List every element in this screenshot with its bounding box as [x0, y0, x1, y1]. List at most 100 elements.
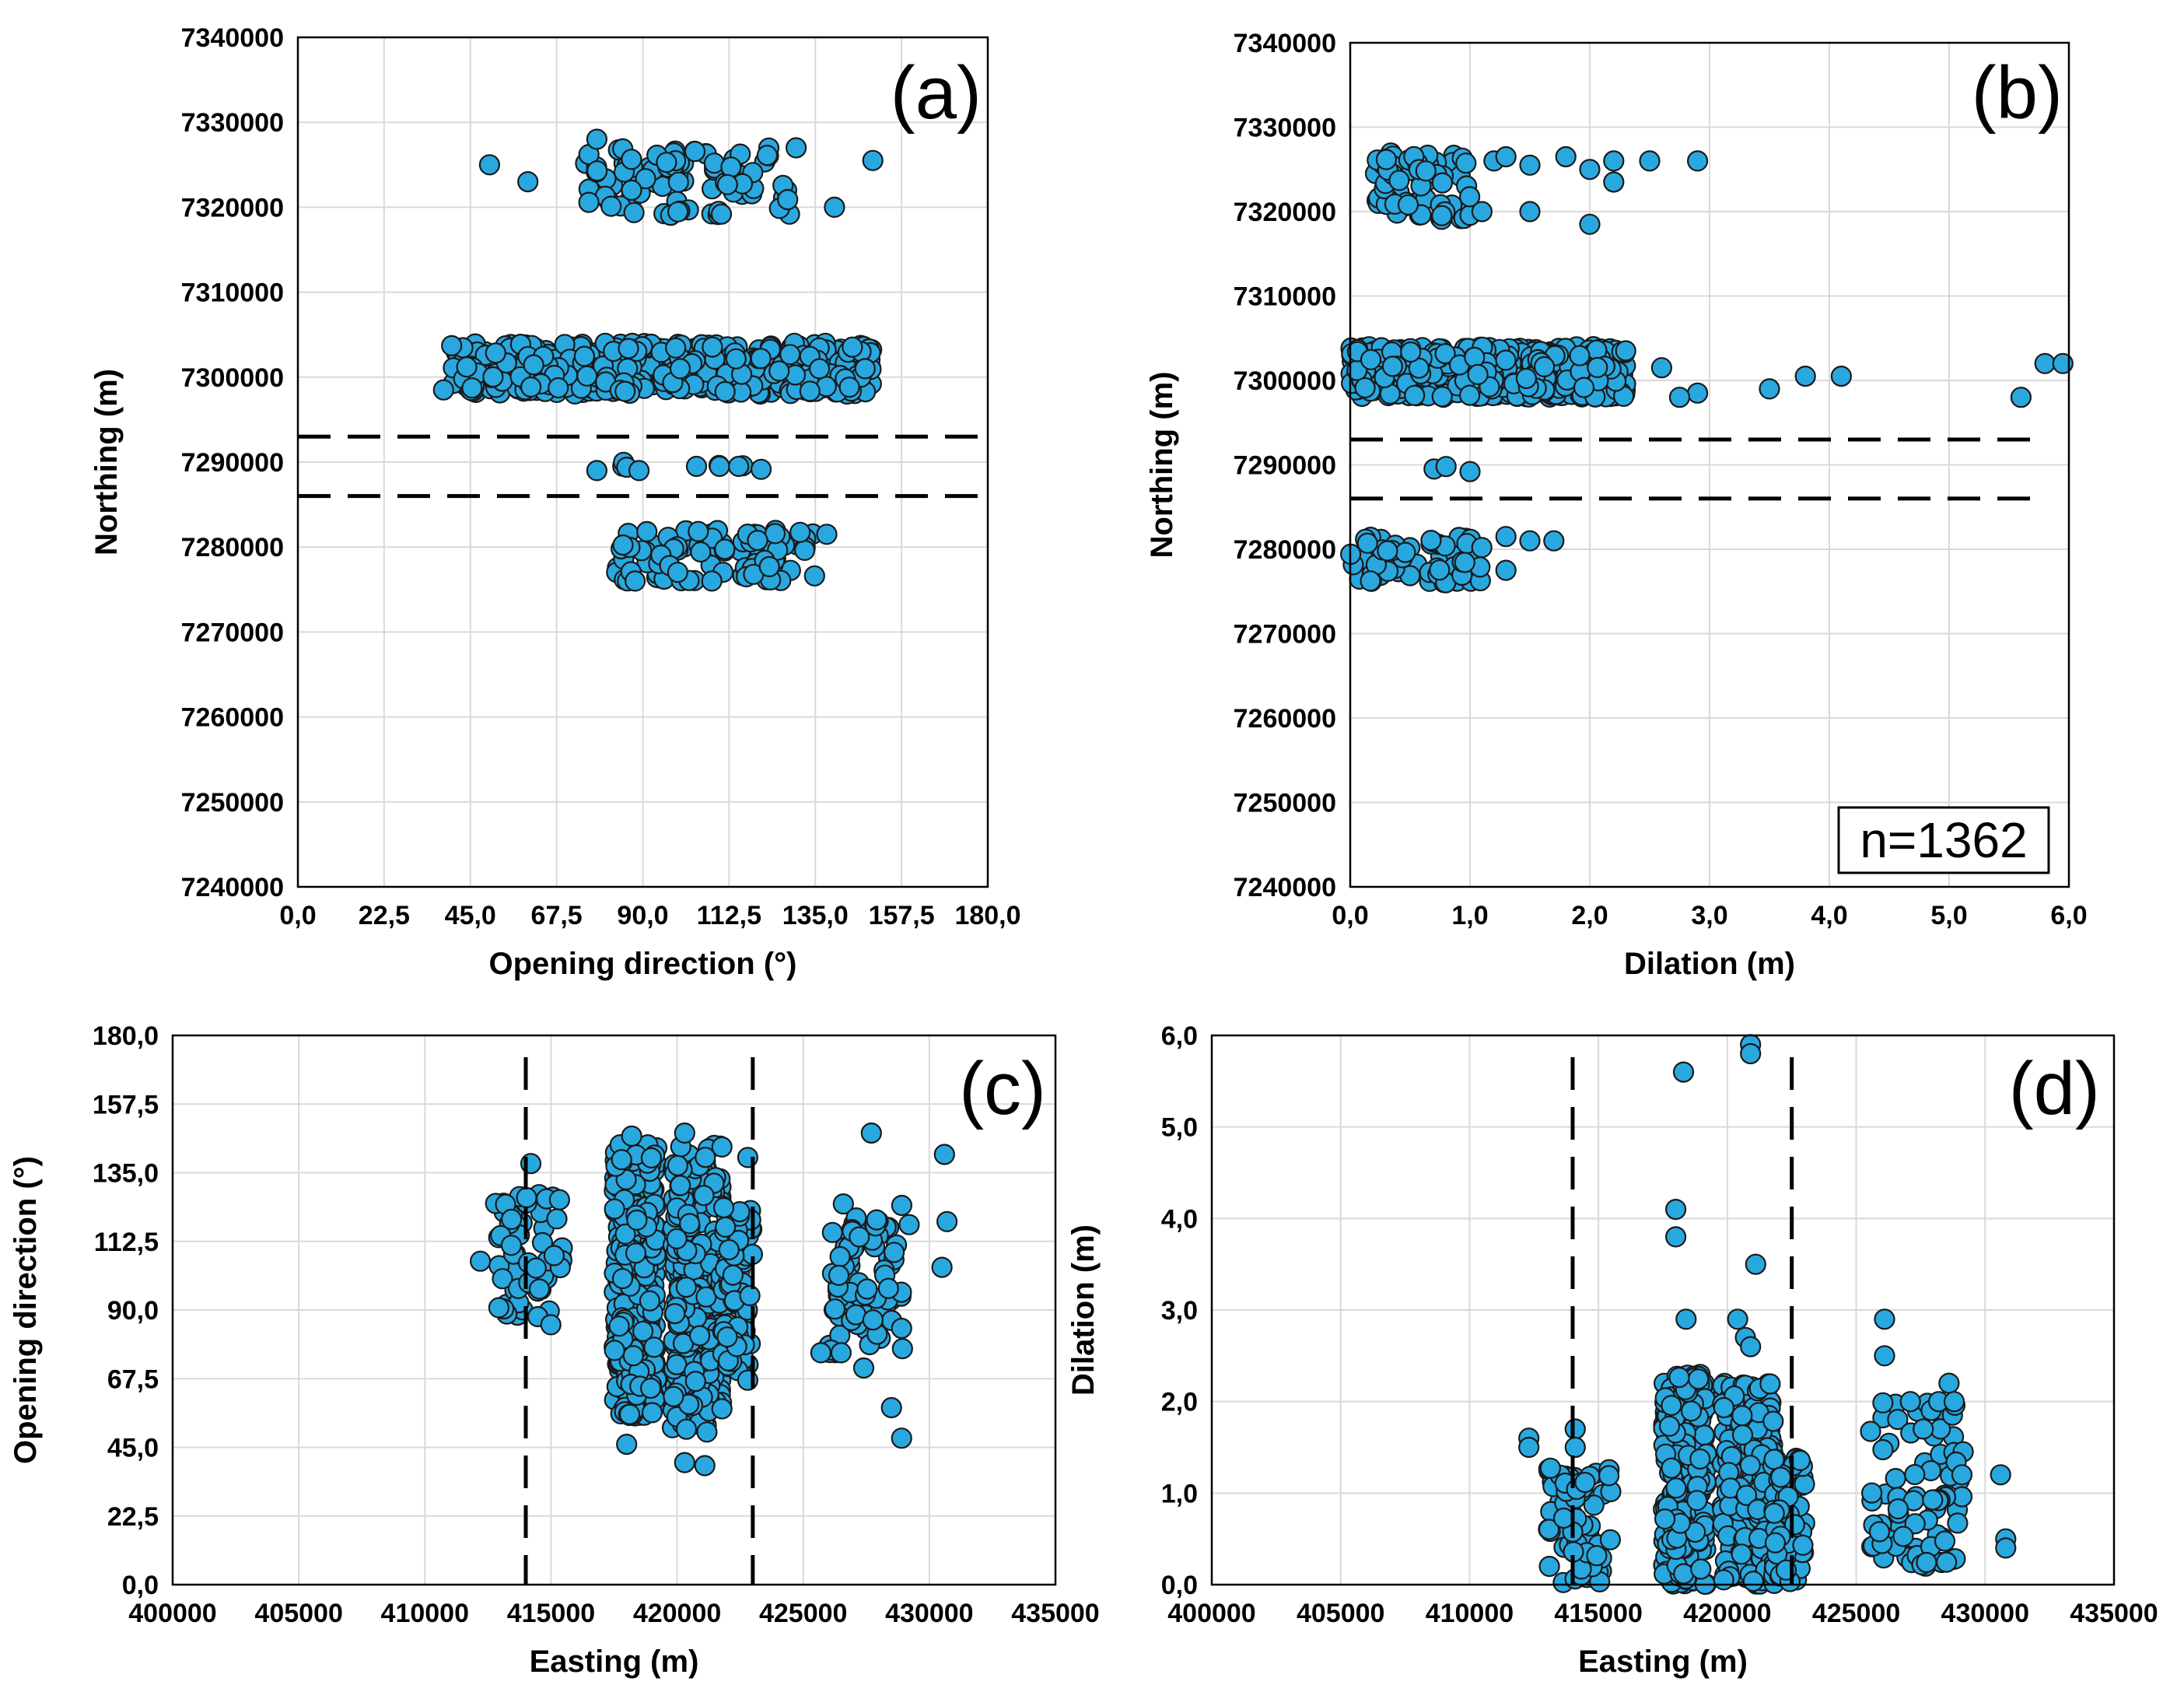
data-point [1539, 1457, 1562, 1479]
data-point [1573, 377, 1595, 398]
y-tick-label: 5,0 [1161, 1113, 1198, 1143]
data-point [1904, 1463, 1926, 1486]
data-point [621, 179, 642, 201]
data-point [1519, 154, 1541, 176]
data-point [803, 565, 825, 587]
data-point [1745, 1253, 1766, 1275]
data-point [1538, 1555, 1560, 1578]
data-point [1731, 1543, 1752, 1565]
data-point [1887, 1408, 1909, 1431]
data-point [614, 380, 636, 402]
y-tick-label: 67,5 [107, 1364, 159, 1394]
data-point [716, 1326, 738, 1348]
data-point [714, 538, 736, 560]
data-point [1763, 1449, 1785, 1470]
data-point [635, 168, 656, 190]
y-tick-label: 7290000 [1234, 451, 1336, 481]
x-tick-label: 6,0 [2050, 901, 2087, 930]
data-point [1455, 152, 1477, 174]
data-point [1586, 1545, 1608, 1567]
data-point [528, 1278, 551, 1300]
data-point [750, 348, 772, 370]
data-point [520, 376, 542, 398]
panel-label: (a) [891, 51, 982, 135]
data-point [548, 1189, 571, 1210]
data-point [1675, 1308, 1697, 1330]
data-point [621, 149, 642, 170]
data-point [862, 149, 884, 171]
data-point [696, 1421, 718, 1443]
data-point [779, 344, 801, 366]
data-point [720, 156, 742, 178]
data-point [725, 348, 747, 370]
data-point [716, 173, 738, 195]
data-point [1740, 1042, 1762, 1065]
y-tick-label: 7250000 [1234, 789, 1336, 818]
data-point [1885, 1467, 1906, 1490]
y-tick-label: 7320000 [1234, 198, 1336, 227]
data-point [891, 1317, 912, 1340]
data-point [714, 380, 736, 402]
data-point [1471, 537, 1493, 559]
data-point [516, 1186, 537, 1209]
data-point [856, 1278, 878, 1300]
data-point [1792, 1534, 1814, 1556]
y-tick-label: 3,0 [1161, 1296, 1198, 1326]
x-tick-label: 420000 [1683, 1599, 1771, 1628]
data-point [1668, 1366, 1690, 1389]
data-point [1686, 1490, 1708, 1512]
data-point [482, 366, 504, 388]
data-point [1672, 1061, 1695, 1083]
data-point [614, 1223, 636, 1245]
x-axis-label: Easting (m) [1578, 1645, 1748, 1679]
data-point [618, 338, 639, 359]
data-point [674, 1122, 695, 1144]
y-tick-label: 90,0 [107, 1296, 159, 1326]
x-tick-label: 435000 [1011, 1599, 1099, 1628]
data-point [1650, 357, 1672, 379]
y-tick-label: 135,0 [93, 1159, 159, 1189]
data-point [540, 1314, 562, 1336]
x-tick-label: 3,0 [1691, 901, 1727, 930]
data-point [701, 570, 723, 592]
x-tick-label: 22,5 [359, 901, 410, 930]
data-point [586, 460, 608, 482]
y-axis-label: Northing (m) [1145, 372, 1179, 559]
data-point [891, 1194, 913, 1217]
data-point [485, 342, 506, 364]
y-tick-label: 7300000 [181, 363, 284, 393]
data-point [576, 365, 598, 387]
data-point [1661, 1457, 1682, 1479]
data-point [1377, 540, 1398, 562]
data-point [830, 1342, 852, 1364]
chart-d: 400000 405000 410000 415000 420000 425000 4300… [1066, 1021, 2158, 1679]
data-point [1495, 349, 1517, 371]
data-point [488, 1297, 510, 1319]
data-point [678, 1213, 701, 1235]
panel-label: (b) [1972, 51, 2063, 135]
data-point [1770, 1466, 1792, 1488]
y-tick-label: 7310000 [181, 278, 284, 308]
data-point [1615, 340, 1636, 362]
x-tick-label: 420000 [633, 1599, 721, 1628]
data-point [1360, 349, 1382, 370]
x-tick-label: 435000 [2070, 1599, 2158, 1628]
data-point [715, 1216, 737, 1238]
x-tick-label: 405000 [254, 1599, 342, 1628]
data-point [694, 1455, 716, 1477]
data-point [667, 171, 689, 193]
data-point [666, 1228, 688, 1250]
data-point [936, 1210, 958, 1232]
data-point [688, 1325, 711, 1347]
data-point [1458, 186, 1481, 208]
x-tick-label: 425000 [1812, 1599, 1900, 1628]
x-axis-label: Opening direction (°) [489, 947, 797, 981]
data-point [1665, 1198, 1687, 1221]
data-point [1731, 1405, 1753, 1427]
x-tick-label: 425000 [759, 1599, 847, 1628]
y-tick-label: 22,5 [107, 1502, 159, 1532]
y-tick-label: 7330000 [1234, 114, 1336, 143]
data-point [523, 354, 544, 376]
data-point [1515, 367, 1538, 390]
